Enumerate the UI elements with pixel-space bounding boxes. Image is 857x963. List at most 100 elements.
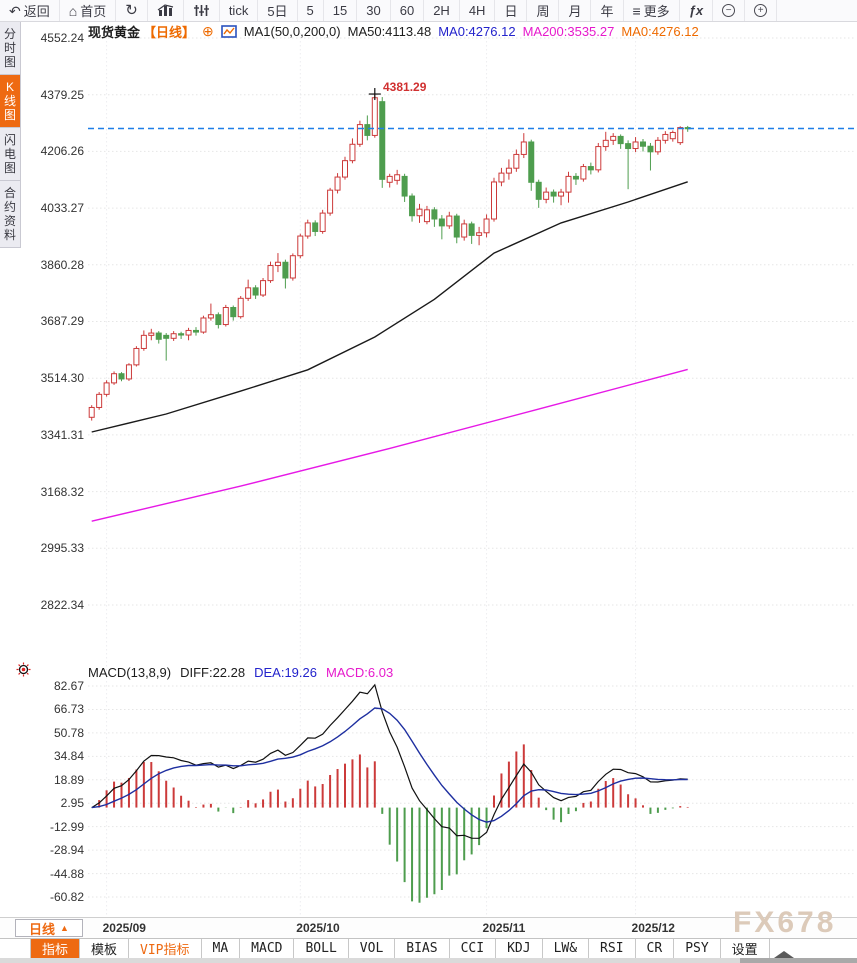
candle-body — [640, 141, 646, 147]
candle-body — [409, 195, 416, 217]
tab-psy[interactable]: PSY — [674, 939, 721, 958]
watermark: FX678 — [733, 906, 837, 939]
candle-body — [282, 261, 289, 279]
candle-body — [148, 332, 155, 336]
toolbar-fx-button[interactable]: ƒx — [680, 0, 714, 21]
tab-boll[interactable]: BOLL — [294, 939, 349, 958]
sidebar-item-contract-info[interactable]: 合约资料 — [0, 181, 21, 248]
toolbar-year-button[interactable]: 年 — [591, 0, 624, 21]
sidebar-char: 闪 — [3, 133, 16, 147]
indicator-target-icon[interactable] — [16, 662, 31, 682]
tab-rsi[interactable]: RSI — [589, 939, 636, 958]
candle-body — [617, 135, 624, 145]
toolbar-h2-button[interactable]: 2H — [424, 0, 460, 21]
toolbar-5d-label: 5日 — [267, 4, 288, 19]
candle-body — [193, 329, 199, 333]
toolbar-week-button[interactable]: 周 — [527, 0, 560, 21]
toolbar-zoom-out-button[interactable]: − — [713, 0, 746, 21]
candle-body — [416, 208, 423, 217]
toolbar-candle-chart-button[interactable] — [184, 0, 220, 21]
price-axis-tick: 4552.24 — [40, 31, 84, 45]
toolbar-h4-button[interactable]: 4H — [460, 0, 496, 21]
candle-body — [520, 141, 527, 155]
tab-bias[interactable]: BIAS — [395, 939, 450, 958]
tab-ma[interactable]: MA — [202, 939, 241, 958]
period-selector[interactable]: 日线 ▲ — [15, 919, 83, 937]
toolbar-m5-button[interactable]: 5 — [298, 0, 324, 21]
x-axis-strip: 日线 ▲ 2025/09 2025/10 2025/11 2025/12 — [0, 917, 857, 938]
candle-body — [662, 133, 669, 141]
top-toolbar: ↶ 返回 ⌂ 首页 ↻ tick 5日 5 15 30 60 2H 4H 日周月年 ≡ 更多 ƒx − + — [0, 0, 857, 22]
candle-body — [222, 306, 229, 326]
chart-type-icon[interactable] — [220, 24, 237, 38]
expand-arrow-icon[interactable] — [774, 951, 794, 958]
tab-cci[interactable]: CCI — [450, 939, 497, 958]
candle-body — [654, 139, 661, 153]
toolbar-refresh-button[interactable]: ↻ — [116, 0, 148, 21]
zoom-in-icon: + — [754, 4, 768, 17]
toolbar-m15-button[interactable]: 15 — [324, 0, 358, 21]
candle-body — [468, 223, 475, 236]
toolbar-5d-button[interactable]: 5日 — [258, 0, 298, 21]
ma200-value: MA200:3535.27 — [522, 23, 615, 39]
tab-indicators[interactable]: 指标 — [30, 939, 81, 958]
toolbar-m30-button[interactable]: 30 — [357, 0, 391, 21]
scrollbar-track[interactable] — [0, 958, 740, 963]
candle-body — [267, 265, 274, 282]
candle-body — [140, 334, 147, 349]
toolbar-more-button[interactable]: ≡ 更多 — [624, 0, 680, 21]
scrollbar-thumb[interactable] — [740, 958, 857, 963]
candle-body — [632, 141, 639, 150]
ma50-value: MA50:4113.48 — [347, 23, 432, 39]
candle-body — [461, 223, 468, 238]
sidebar-char: 图 — [3, 161, 16, 175]
toolbar-month-button[interactable]: 月 — [559, 0, 592, 21]
macd-axis-tick: 2.95 — [60, 796, 84, 811]
zoom-out-icon: − — [722, 4, 736, 17]
candle-body — [103, 382, 110, 395]
candle-body — [289, 255, 296, 279]
sidebar-char: 电 — [3, 147, 16, 161]
tab-lw[interactable]: LW& — [543, 939, 590, 958]
x-axis-month-label: 2025/09 — [102, 921, 146, 935]
candle-body — [431, 209, 438, 220]
candle-body — [245, 287, 252, 299]
sidebar-item-lightning-chart[interactable]: 闪电图 — [0, 128, 21, 181]
toolbar-m5-label: 5 — [306, 3, 314, 18]
tab-vip[interactable]: VIP指标 — [129, 939, 202, 958]
period-selector-label: 日线 — [29, 921, 56, 937]
candle-body — [349, 143, 356, 162]
tab-settings[interactable]: 设置 — [721, 939, 770, 958]
tab-templates[interactable]: 模板 — [80, 939, 130, 958]
tab-kdj[interactable]: KDJ — [496, 939, 543, 958]
candle-body — [677, 127, 684, 144]
toolbar-line-chart-button[interactable] — [148, 0, 184, 21]
macd-dea-line — [91, 707, 688, 823]
sidebar-char: K — [5, 80, 14, 94]
candle-body — [423, 209, 430, 223]
tab-macd[interactable]: MACD — [240, 939, 295, 958]
toolbar-home-button[interactable]: ⌂ 首页 — [60, 0, 117, 21]
toolbar-tick-button[interactable]: tick — [220, 0, 259, 21]
toolbar-back-button[interactable]: ↶ 返回 — [0, 0, 60, 21]
candle-body — [565, 175, 572, 193]
macd-axis-tick: -12.99 — [49, 819, 84, 834]
add-indicator-icon[interactable]: ⊕ — [202, 22, 214, 39]
tab-cr[interactable]: CR — [636, 939, 675, 958]
toolbar-day-button[interactable]: 日 — [495, 0, 528, 21]
peak-annotation: 4381.29 — [383, 80, 427, 94]
sidebar-item-time-share-chart[interactable]: 分时图 — [0, 22, 21, 75]
candle-body — [207, 314, 214, 319]
candle-body — [550, 191, 557, 197]
back-arrow-icon: ↶ — [9, 2, 21, 19]
candle-body — [125, 364, 132, 380]
candle-body — [438, 218, 445, 227]
tab-vol[interactable]: VOL — [349, 939, 396, 958]
toolbar-m60-button[interactable]: 60 — [391, 0, 425, 21]
toolbar-zoom-in-button[interactable]: + — [745, 0, 778, 21]
candle-body — [215, 314, 222, 326]
candle-body — [446, 215, 453, 227]
candle-body — [535, 181, 542, 200]
